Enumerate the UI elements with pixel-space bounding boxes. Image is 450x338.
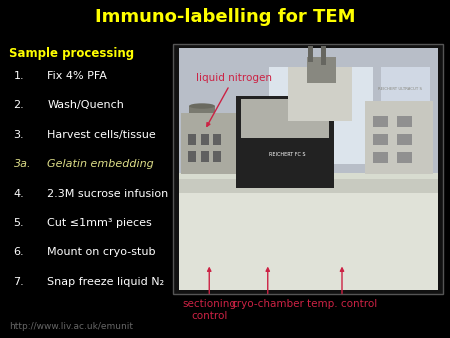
Bar — [288, 67, 352, 121]
Text: cryo-chamber: cryo-chamber — [231, 268, 304, 309]
Text: sectioning
control: sectioning control — [182, 268, 236, 321]
Bar — [201, 134, 209, 145]
Text: 4.: 4. — [14, 189, 24, 199]
Text: 2.: 2. — [14, 100, 24, 111]
Bar — [188, 151, 196, 162]
Text: 1.: 1. — [14, 71, 24, 81]
Bar — [397, 152, 412, 163]
Text: liquid nitrogen: liquid nitrogen — [196, 73, 272, 126]
Bar — [397, 116, 412, 127]
Text: Wash/Quench: Wash/Quench — [47, 100, 124, 111]
Bar — [173, 44, 443, 294]
Bar — [307, 56, 336, 83]
Text: 7.: 7. — [14, 277, 24, 287]
Text: Sample processing: Sample processing — [9, 47, 134, 60]
Text: 3a.: 3a. — [14, 159, 31, 169]
Bar — [179, 173, 438, 179]
Bar — [374, 116, 388, 127]
Bar — [173, 44, 443, 294]
Text: 5.: 5. — [14, 218, 24, 228]
Text: 3.: 3. — [14, 130, 24, 140]
Text: Fix 4% PFA: Fix 4% PFA — [47, 71, 107, 81]
Bar — [201, 151, 209, 162]
Bar — [308, 46, 314, 62]
Bar — [374, 152, 388, 163]
Text: Mount on cryo-stub: Mount on cryo-stub — [47, 247, 156, 258]
Bar — [241, 99, 329, 138]
Text: http://www.liv.ac.uk/emunit: http://www.liv.ac.uk/emunit — [9, 321, 133, 331]
Text: Harvest cells/tissue: Harvest cells/tissue — [47, 130, 156, 140]
Text: Cut ≤1mm³ pieces: Cut ≤1mm³ pieces — [47, 218, 152, 228]
Bar — [381, 67, 430, 145]
Bar — [179, 174, 438, 198]
Bar — [188, 134, 196, 145]
Bar — [179, 193, 438, 290]
Bar — [179, 48, 438, 181]
Ellipse shape — [189, 103, 215, 109]
Text: Gelatin embedding: Gelatin embedding — [47, 159, 154, 169]
Text: REICHERT FC S: REICHERT FC S — [270, 152, 306, 157]
Bar — [189, 106, 215, 174]
Bar — [213, 151, 221, 162]
Bar — [365, 101, 432, 174]
Text: temp. control: temp. control — [307, 268, 377, 309]
Bar — [236, 96, 334, 188]
Text: 6.: 6. — [14, 247, 24, 258]
Text: REICHERT ULTRACUT S: REICHERT ULTRACUT S — [378, 87, 422, 91]
Text: 2.3M sucrose infusion: 2.3M sucrose infusion — [47, 189, 168, 199]
Bar — [270, 67, 373, 164]
Text: Immuno-labelling for TEM: Immuno-labelling for TEM — [95, 8, 355, 26]
Bar — [213, 134, 221, 145]
Text: Snap freeze liquid N₂: Snap freeze liquid N₂ — [47, 277, 164, 287]
Bar — [374, 134, 388, 145]
Bar — [321, 46, 326, 65]
Bar — [181, 113, 238, 174]
Bar — [397, 134, 412, 145]
